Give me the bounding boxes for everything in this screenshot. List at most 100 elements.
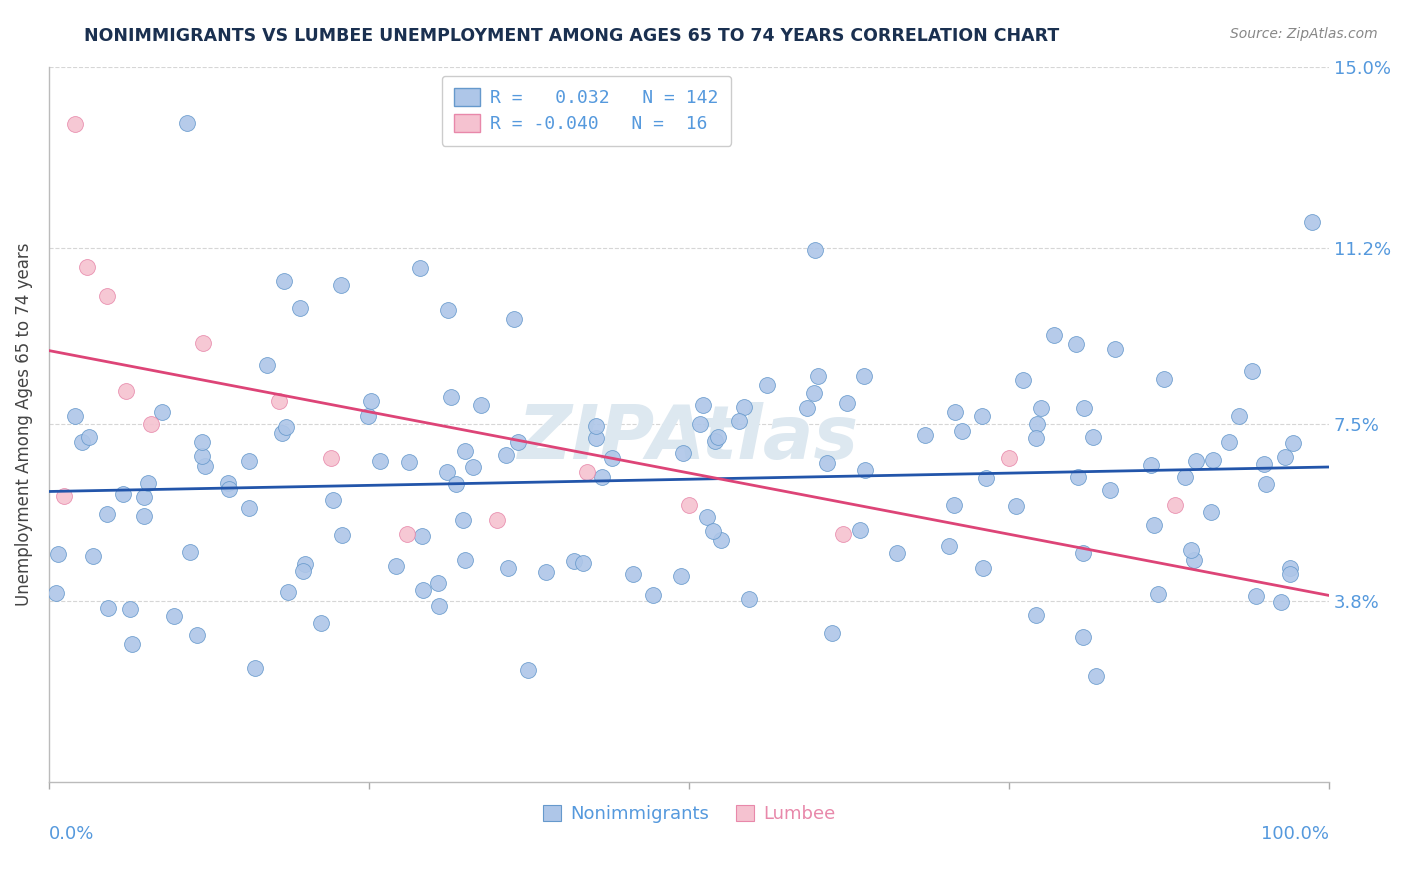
Point bbox=[360, 394, 382, 409]
Point bbox=[942, 499, 965, 513]
Point bbox=[238, 454, 260, 468]
Point bbox=[621, 567, 644, 582]
Point bbox=[1279, 567, 1302, 582]
Point bbox=[163, 609, 186, 624]
Point bbox=[97, 601, 120, 615]
Point bbox=[485, 513, 508, 527]
Point bbox=[1011, 373, 1033, 387]
Point bbox=[294, 557, 316, 571]
Point bbox=[134, 508, 156, 523]
Point bbox=[270, 426, 292, 441]
Point bbox=[245, 661, 267, 675]
Point bbox=[1104, 342, 1126, 356]
Point bbox=[114, 384, 136, 398]
Point bbox=[998, 450, 1021, 465]
Point bbox=[572, 556, 595, 570]
Point bbox=[398, 455, 420, 469]
Point bbox=[329, 277, 352, 292]
Point bbox=[1202, 453, 1225, 467]
Point bbox=[288, 301, 311, 316]
Point bbox=[1098, 483, 1121, 498]
Point bbox=[1270, 595, 1292, 609]
Point bbox=[1274, 450, 1296, 464]
Point bbox=[120, 602, 142, 616]
Point bbox=[411, 529, 433, 543]
Point bbox=[277, 585, 299, 599]
Point bbox=[643, 589, 665, 603]
Point bbox=[274, 419, 297, 434]
Text: ZIPAtlas: ZIPAtlas bbox=[519, 402, 859, 475]
Point bbox=[179, 545, 201, 559]
Point bbox=[536, 565, 558, 579]
Point bbox=[368, 453, 391, 467]
Point bbox=[672, 446, 695, 460]
Point bbox=[273, 274, 295, 288]
Point bbox=[835, 396, 858, 410]
Point bbox=[972, 409, 994, 423]
Point bbox=[396, 527, 419, 541]
Point bbox=[454, 444, 477, 458]
Point bbox=[1180, 543, 1202, 558]
Point bbox=[1253, 457, 1275, 471]
Point bbox=[440, 390, 463, 404]
Point bbox=[1279, 561, 1302, 575]
Point bbox=[1064, 337, 1087, 351]
Point bbox=[63, 117, 86, 131]
Point bbox=[1031, 401, 1053, 416]
Point bbox=[112, 487, 135, 501]
Point bbox=[194, 459, 217, 474]
Point bbox=[1085, 669, 1108, 683]
Point bbox=[82, 549, 104, 563]
Point bbox=[470, 398, 492, 412]
Point bbox=[1199, 505, 1222, 519]
Point bbox=[357, 409, 380, 424]
Legend: Nonimmigrants, Lumbee: Nonimmigrants, Lumbee bbox=[536, 797, 842, 830]
Point bbox=[831, 527, 853, 541]
Point bbox=[974, 471, 997, 485]
Point bbox=[1146, 587, 1168, 601]
Point bbox=[696, 509, 718, 524]
Point bbox=[689, 417, 711, 431]
Point bbox=[217, 476, 239, 491]
Text: 100.0%: 100.0% bbox=[1261, 825, 1329, 843]
Point bbox=[319, 450, 342, 465]
Point bbox=[269, 393, 291, 408]
Point bbox=[412, 582, 434, 597]
Point bbox=[141, 417, 163, 432]
Point bbox=[1026, 417, 1049, 431]
Point bbox=[427, 575, 450, 590]
Point bbox=[602, 451, 624, 466]
Point bbox=[46, 547, 69, 561]
Text: Source: ZipAtlas.com: Source: ZipAtlas.com bbox=[1230, 27, 1378, 41]
Point bbox=[950, 424, 973, 438]
Point bbox=[703, 434, 725, 448]
Point bbox=[804, 244, 827, 258]
Point bbox=[53, 489, 76, 503]
Point bbox=[852, 369, 875, 384]
Point bbox=[575, 465, 598, 479]
Point bbox=[803, 386, 825, 401]
Point bbox=[1139, 458, 1161, 472]
Point bbox=[385, 559, 408, 574]
Point bbox=[322, 492, 344, 507]
Point bbox=[938, 540, 960, 554]
Point bbox=[821, 626, 844, 640]
Point bbox=[1043, 328, 1066, 343]
Point bbox=[309, 615, 332, 630]
Point bbox=[1218, 435, 1240, 450]
Point bbox=[756, 378, 779, 392]
Point bbox=[136, 475, 159, 490]
Point bbox=[692, 398, 714, 412]
Point bbox=[914, 427, 936, 442]
Point bbox=[191, 434, 214, 449]
Point bbox=[1254, 477, 1277, 491]
Point bbox=[1227, 409, 1250, 424]
Point bbox=[218, 482, 240, 496]
Point bbox=[436, 465, 458, 479]
Point bbox=[45, 586, 67, 600]
Point bbox=[1025, 607, 1047, 622]
Point bbox=[76, 260, 98, 274]
Point bbox=[70, 434, 93, 449]
Point bbox=[585, 419, 607, 434]
Point bbox=[256, 358, 278, 372]
